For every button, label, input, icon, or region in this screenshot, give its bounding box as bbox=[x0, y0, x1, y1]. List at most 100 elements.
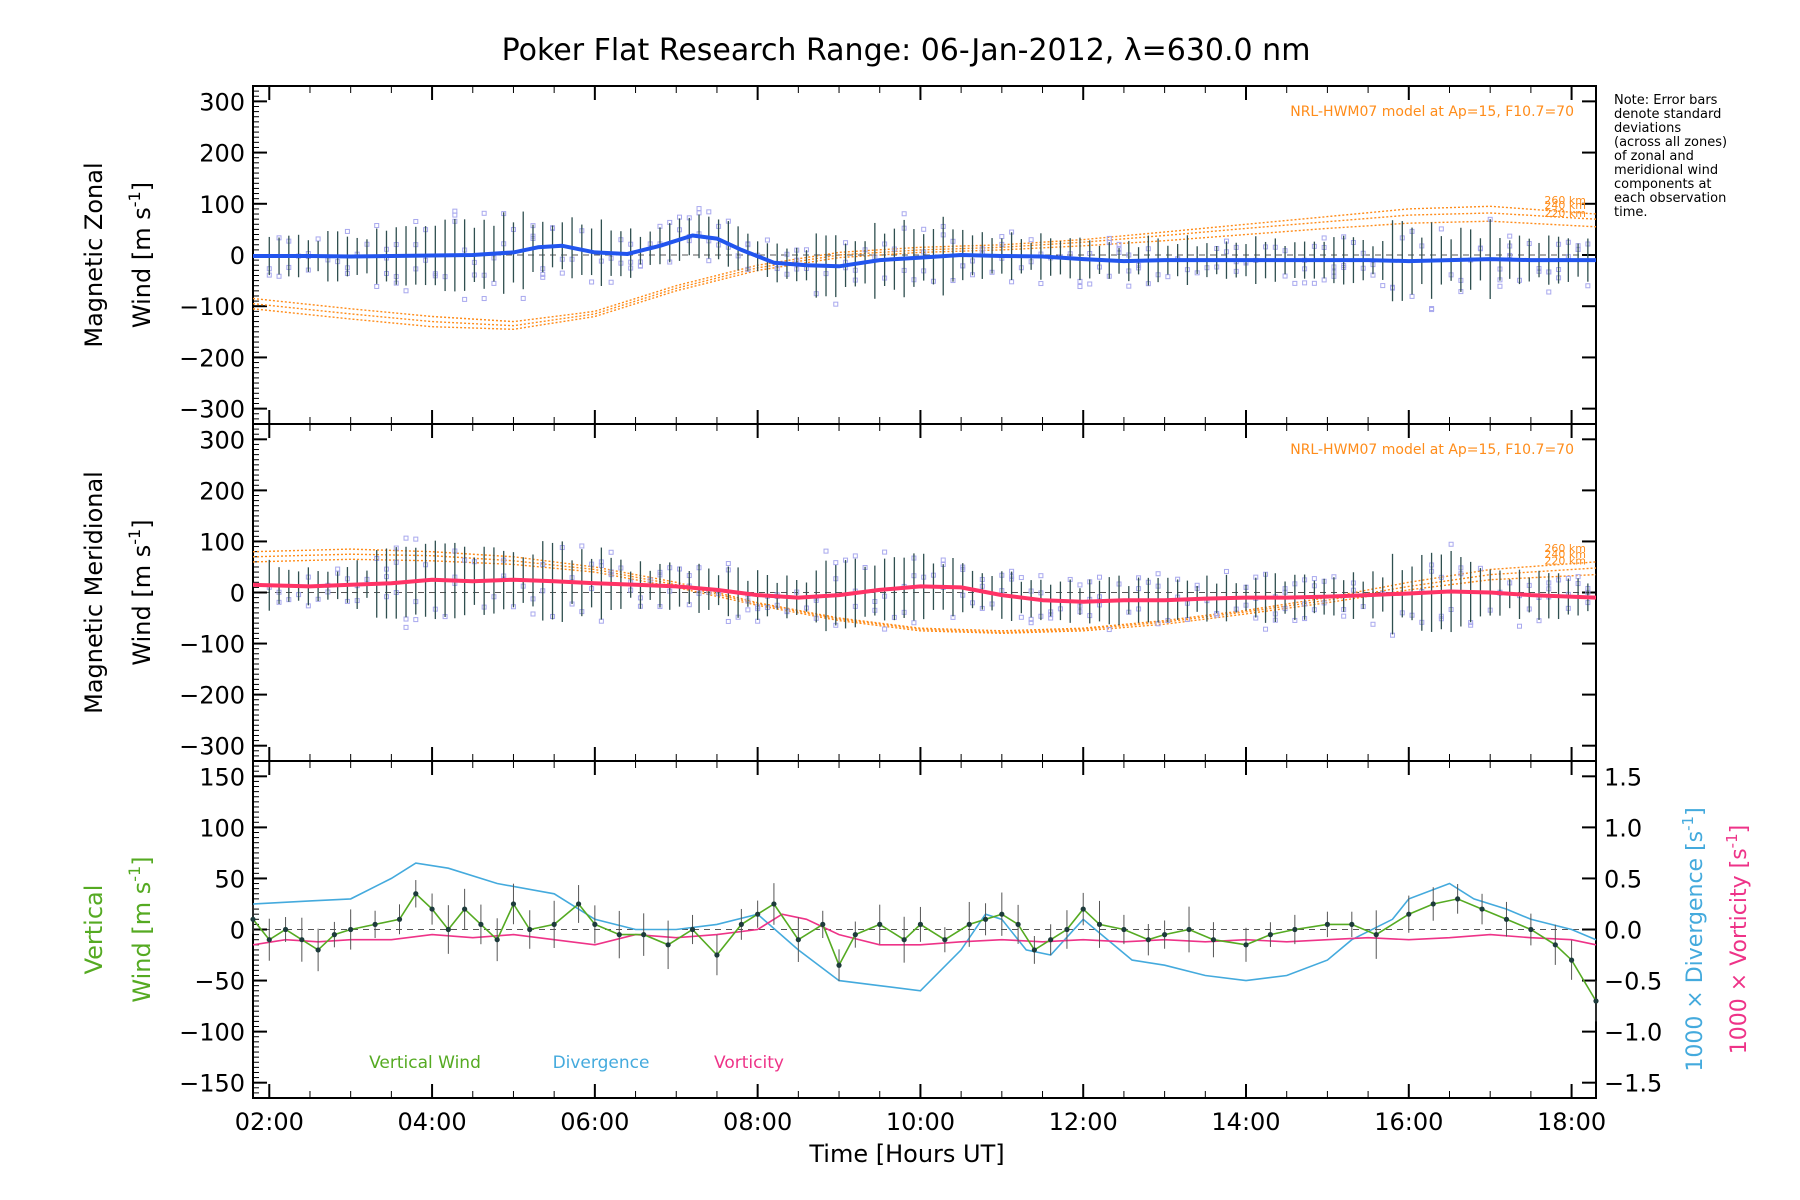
vertical-wind-point bbox=[527, 926, 533, 933]
x-tick-label: 08:00 bbox=[723, 1108, 792, 1136]
x-tick-label: 02:00 bbox=[235, 1108, 304, 1136]
vertical-wind-point bbox=[1568, 957, 1575, 963]
scatter-point bbox=[1341, 613, 1347, 619]
y-tick-label: −200 bbox=[179, 344, 245, 372]
vertical-wind-point bbox=[478, 921, 484, 927]
scatter-point bbox=[1448, 541, 1454, 547]
vertical-wind-point bbox=[331, 932, 337, 938]
scatter-point bbox=[911, 620, 917, 626]
scatter-point bbox=[413, 218, 419, 224]
vertical-wind-point bbox=[1503, 916, 1510, 922]
model-altitude-label: 220 km bbox=[1544, 555, 1586, 568]
vertical-y-label-line1: Vertical bbox=[80, 885, 108, 975]
vertical-wind-point bbox=[372, 921, 378, 927]
axis-label-text: 1000 × Divergence [s bbox=[1683, 831, 1708, 1072]
vertical-wind-point bbox=[299, 937, 305, 943]
y-tick-label: 100 bbox=[199, 814, 245, 842]
meridional-model-240km bbox=[252, 553, 1597, 634]
y2-tick-label: 1.0 bbox=[1604, 814, 1642, 842]
vertical-wind-point bbox=[877, 921, 883, 927]
scatter-point bbox=[1018, 614, 1024, 620]
scatter-point bbox=[1087, 281, 1093, 287]
panel-zonal: 300 200 100 0 −100 −200 −300 Magnetic Zonal Wind… bbox=[80, 85, 1597, 425]
scatter-point bbox=[315, 236, 321, 242]
vertical-wind-point bbox=[755, 911, 761, 917]
x-axis-label: Time [Hours UT] bbox=[808, 1140, 1004, 1168]
vertical-wind-point bbox=[1455, 896, 1461, 902]
y2-tick-label: −1.5 bbox=[1604, 1070, 1662, 1098]
axis-label-sup: -1 bbox=[1723, 833, 1741, 848]
vertical-wind-point bbox=[413, 891, 419, 897]
scatter-point bbox=[1028, 237, 1034, 243]
scatter-point bbox=[452, 208, 458, 214]
vertical-wind-point bbox=[1349, 921, 1355, 927]
legend-entry: Vertical Wind bbox=[369, 1053, 481, 1073]
vort_label-axis-label: 1000 × Vorticity [s-1] bbox=[1723, 825, 1752, 1054]
scatter-point bbox=[403, 535, 409, 541]
model-altitude-label: 220 km bbox=[1544, 207, 1586, 220]
scatter-point bbox=[1380, 283, 1386, 289]
vertical-wind-point bbox=[551, 921, 557, 927]
scatter-point bbox=[481, 210, 487, 216]
legend-entry: Vorticity bbox=[714, 1053, 784, 1073]
vertical-wind-point bbox=[1162, 932, 1168, 938]
scatter-point bbox=[706, 209, 712, 215]
scatter-point bbox=[1468, 622, 1474, 628]
vertical-wind-point bbox=[714, 952, 720, 958]
div_label-axis-label: 1000 × Divergence [s-1] bbox=[1679, 807, 1708, 1071]
x-tick-label: 14:00 bbox=[1211, 1108, 1280, 1136]
y-label-text: Wind [m s bbox=[128, 882, 156, 1003]
chart-title: Poker Flat Research Range: 06-Jan-2012, … bbox=[502, 33, 1311, 68]
vertical-wind-point bbox=[510, 901, 517, 907]
scatter-point bbox=[1018, 575, 1024, 581]
vertical-wind-point bbox=[982, 916, 989, 922]
scatter-point bbox=[598, 618, 604, 624]
panel-meridional: 300 200 100 0 −100 −200 −300 Magnetic Meridiona… bbox=[80, 423, 1597, 762]
scatter-point bbox=[1409, 293, 1415, 299]
vertical-wind-point bbox=[429, 906, 435, 912]
y-tick-label: 300 bbox=[199, 88, 245, 116]
y-tick-label: 200 bbox=[199, 140, 245, 168]
scatter-point bbox=[764, 237, 770, 243]
y2-tick-label: 1.5 bbox=[1604, 763, 1642, 791]
scatter-point bbox=[882, 549, 888, 555]
vertical-wind-point bbox=[1324, 921, 1330, 927]
scatter-point bbox=[940, 557, 946, 563]
scatter-point bbox=[1438, 226, 1444, 232]
scatter-point bbox=[1223, 568, 1229, 574]
scatter-point bbox=[608, 549, 614, 555]
scatter-point bbox=[491, 280, 497, 286]
scatter-point bbox=[1585, 283, 1591, 289]
y-tick-label: 0 bbox=[230, 917, 245, 945]
scatter-point bbox=[1038, 573, 1044, 579]
scatter-point bbox=[1311, 280, 1317, 286]
scatter-point bbox=[403, 288, 409, 294]
vertical-wind-point bbox=[999, 911, 1005, 917]
scatter-point bbox=[1282, 273, 1288, 279]
scatter-point bbox=[1116, 241, 1122, 247]
scatter-point bbox=[413, 536, 419, 542]
note-line: deviations bbox=[1614, 121, 1682, 136]
y-label-sup: -1 bbox=[125, 529, 144, 545]
scatter-point bbox=[1263, 626, 1269, 632]
vorticity-line bbox=[252, 913, 1597, 946]
vertical-wind-point bbox=[1406, 911, 1412, 917]
scatter-point bbox=[1321, 235, 1327, 241]
vertical-wind-point bbox=[1096, 921, 1103, 927]
scatter-point bbox=[1077, 284, 1083, 290]
model-altitude-label: 260 km bbox=[1544, 194, 1586, 207]
vertical-wind-point bbox=[689, 926, 696, 933]
axis-label-close: ] bbox=[1683, 807, 1708, 816]
axis-label-text: 1000 × Vorticity [s bbox=[1727, 848, 1752, 1054]
scatter-point bbox=[530, 611, 536, 617]
y2-tick-label: 0.5 bbox=[1604, 865, 1642, 893]
vertical-wind-point bbox=[1373, 932, 1379, 938]
vertical-wind-point bbox=[795, 937, 801, 943]
scatter-point bbox=[374, 283, 380, 289]
y-tick-label: −300 bbox=[179, 396, 245, 424]
vertical-wind-point bbox=[1186, 926, 1192, 933]
scatter-point bbox=[1165, 274, 1171, 280]
note-line: time. bbox=[1614, 205, 1648, 220]
vertical-wind-point bbox=[1064, 926, 1070, 933]
